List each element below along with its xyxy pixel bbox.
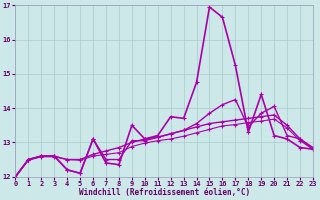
X-axis label: Windchill (Refroidissement éolien,°C): Windchill (Refroidissement éolien,°C) bbox=[79, 188, 250, 197]
